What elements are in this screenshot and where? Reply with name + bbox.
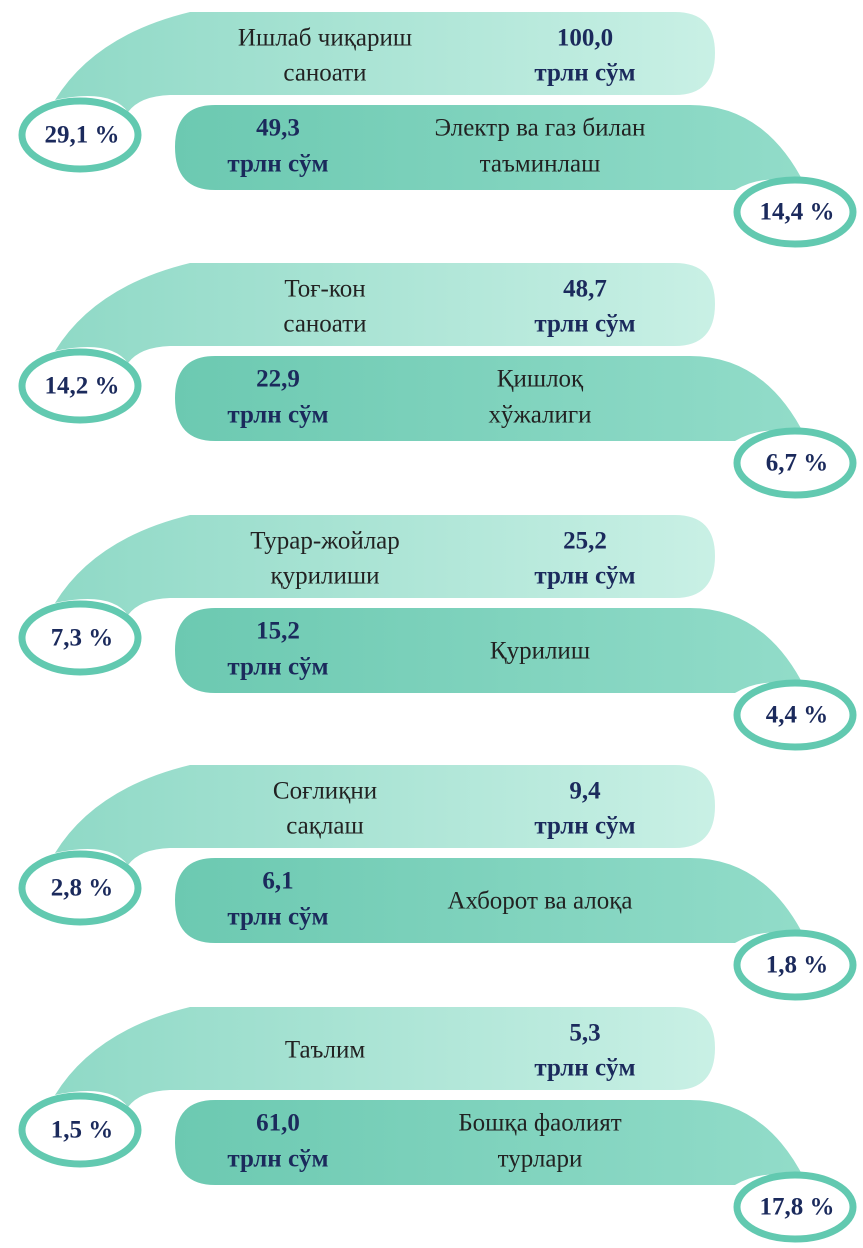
- label: Ишлаб чиқариш: [238, 25, 412, 52]
- value: 5,3: [569, 1020, 600, 1047]
- bottom-ribbon: [175, 608, 805, 693]
- percent-bubble: [733, 176, 857, 248]
- percent: 29,1 %: [45, 122, 120, 149]
- top-ribbon: [55, 1007, 715, 1107]
- label: Ахборот ва алоқа: [447, 888, 632, 915]
- unit: трлн сўм: [227, 151, 328, 178]
- label: Қишлоқ: [497, 366, 584, 393]
- percent-bubble: [733, 929, 857, 1001]
- label: саноати: [283, 60, 366, 87]
- unit: трлн сўм: [534, 60, 635, 87]
- unit: трлн сўм: [227, 654, 328, 681]
- value: 22,9: [256, 366, 300, 393]
- percent: 6,7 %: [766, 450, 829, 477]
- unit: трлн сўм: [227, 402, 328, 429]
- unit: трлн сўм: [227, 1146, 328, 1173]
- percent-bubble: [18, 850, 142, 926]
- label: Электр ва газ билан: [435, 115, 646, 142]
- top-ribbon: [55, 12, 715, 112]
- percent: 1,5 %: [51, 1117, 114, 1144]
- percent: 1,8 %: [766, 952, 829, 979]
- percent-bubble: [18, 600, 142, 676]
- percent-bubble: [733, 427, 857, 499]
- top-ribbon: [55, 263, 715, 363]
- unit: трлн сўм: [534, 311, 635, 338]
- label: сақлаш: [286, 813, 363, 840]
- bottom-ribbon: [175, 105, 805, 190]
- bottom-ribbon: [175, 356, 805, 441]
- bottom-ribbon: [175, 858, 805, 943]
- percent-bubble: [733, 679, 857, 751]
- percent: 14,2 %: [45, 373, 120, 400]
- unit: трлн сўм: [534, 1055, 635, 1082]
- label: Таълим: [285, 1037, 366, 1064]
- label: қурилиши: [270, 563, 379, 590]
- percent-bubble: [18, 1092, 142, 1168]
- label: Бошқа фаолият: [458, 1110, 621, 1137]
- percent: 4,4 %: [766, 702, 829, 729]
- unit: трлн сўм: [534, 813, 635, 840]
- percent-bubble: [18, 97, 142, 173]
- value: 61,0: [256, 1110, 300, 1137]
- label: хўжалиги: [488, 402, 591, 429]
- label: турлари: [498, 1146, 583, 1173]
- percent: 17,8 %: [760, 1194, 835, 1221]
- label: Тоғ-кон: [284, 276, 365, 303]
- percent: 14,4 %: [760, 199, 835, 226]
- bottom-ribbon: [175, 1100, 805, 1185]
- top-ribbon: [55, 515, 715, 615]
- value: 49,3: [256, 115, 300, 142]
- percent: 7,3 %: [51, 625, 114, 652]
- unit: трлн сўм: [227, 904, 328, 931]
- label: Турар-жойлар: [250, 528, 400, 555]
- value: 100,0: [557, 25, 613, 52]
- value: 6,1: [262, 868, 293, 895]
- value: 25,2: [563, 528, 607, 555]
- top-ribbon: [55, 765, 715, 865]
- percent: 2,8 %: [51, 875, 114, 902]
- percent-bubble: [18, 348, 142, 424]
- value: 48,7: [563, 276, 607, 303]
- label: таъминлаш: [480, 151, 601, 178]
- label: Қурилиш: [490, 638, 590, 665]
- unit: трлн сўм: [534, 563, 635, 590]
- percent-bubble: [733, 1171, 857, 1243]
- value: 15,2: [256, 618, 300, 645]
- value: 9,4: [569, 778, 601, 805]
- label: саноати: [283, 311, 366, 338]
- label: Соғлиқни: [273, 778, 377, 805]
